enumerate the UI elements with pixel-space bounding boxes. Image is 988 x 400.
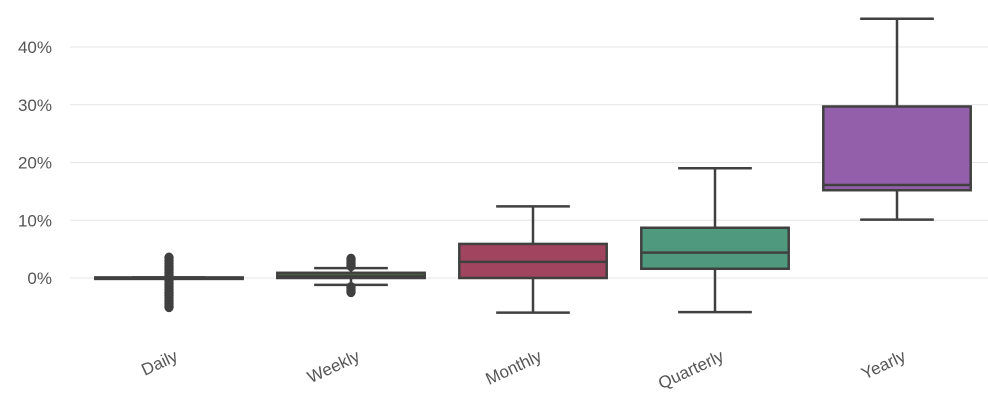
y-tick-label: 10% [18,211,52,230]
boxes [94,17,972,314]
box-monthly [458,205,608,314]
y-axis-tick-labels: 0% 10% 20% 30% 40% [18,38,52,288]
grid-lines [70,46,988,279]
box-iqr [822,105,972,192]
box-daily [94,252,244,313]
outlier-point [346,260,356,272]
box-weekly [276,253,426,298]
x-category-label: Quarterly [655,346,727,393]
box-quarterly [640,167,790,314]
y-tick-label: 40% [18,38,52,57]
box-yearly [822,17,972,221]
box-iqr [640,226,790,271]
x-category-label: Yearly [858,346,909,383]
x-category-label: Daily [138,346,181,379]
outlier-point [346,286,356,298]
x-category-label: Weekly [304,346,363,387]
y-tick-label: 30% [18,96,52,115]
y-tick-label: 0% [27,269,52,288]
x-category-label: Monthly [483,346,545,389]
x-axis-category-labels: Daily Weekly Monthly Quarterly Yearly [138,346,909,393]
y-tick-label: 20% [18,154,52,173]
outlier-point [164,301,174,313]
